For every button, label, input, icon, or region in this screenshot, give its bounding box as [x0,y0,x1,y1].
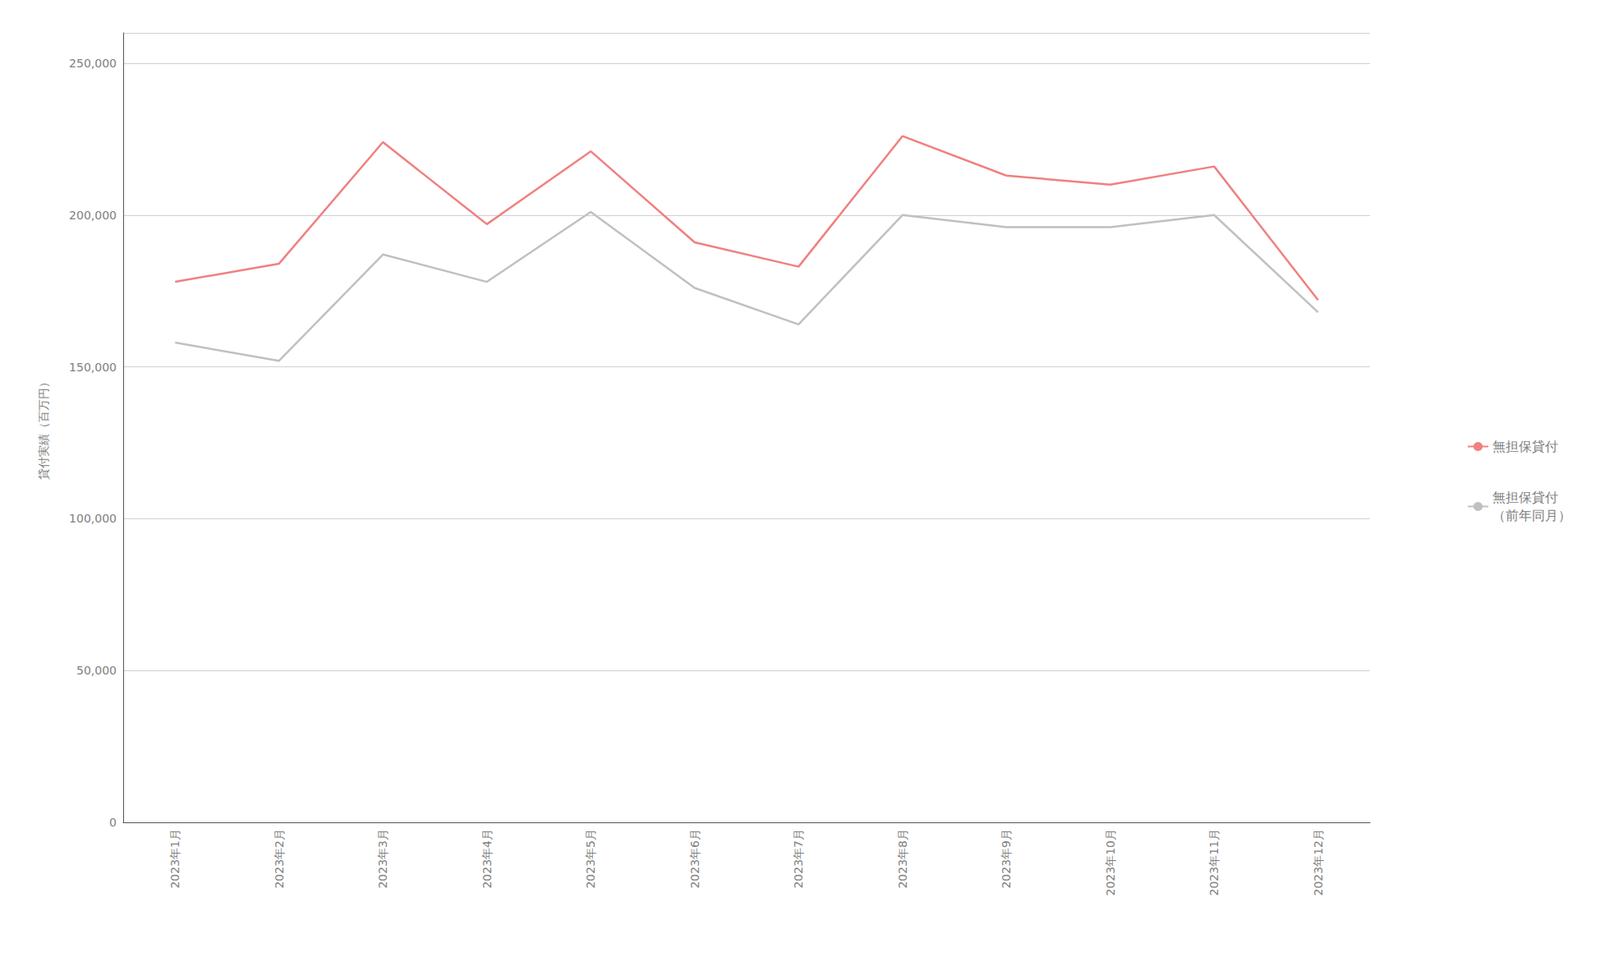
svg-text:200,000: 200,000 [68,208,117,222]
svg-text:2023年4月: 2023年4月 [480,828,494,889]
svg-text:2023年8月: 2023年8月 [896,828,910,889]
svg-text:50,000: 50,000 [76,663,117,677]
svg-text:無担保貸付: 無担保貸付 [1492,489,1559,506]
svg-text:2023年11月: 2023年11月 [1207,828,1221,896]
svg-text:2023年7月: 2023年7月 [791,828,805,889]
svg-text:0: 0 [109,815,117,829]
svg-text:貸付実績（百万円）: 貸付実績（百万円） [36,376,51,480]
svg-text:2023年5月: 2023年5月 [583,828,598,889]
svg-text:150,000: 150,000 [68,360,117,374]
svg-text:2023年3月: 2023年3月 [376,828,390,889]
svg-text:（前年同月）: （前年同月） [1492,507,1572,524]
svg-text:2023年12月: 2023年12月 [1311,828,1325,896]
svg-text:2023年6月: 2023年6月 [688,828,702,889]
svg-text:2023年1月: 2023年1月 [168,828,182,889]
svg-text:2023年10月: 2023年10月 [1103,828,1118,896]
svg-text:無担保貸付: 無担保貸付 [1492,438,1559,455]
svg-text:2023年9月: 2023年9月 [999,828,1013,889]
svg-text:2023年2月: 2023年2月 [272,828,286,889]
svg-text:250,000: 250,000 [68,56,117,70]
svg-text:100,000: 100,000 [68,511,117,525]
